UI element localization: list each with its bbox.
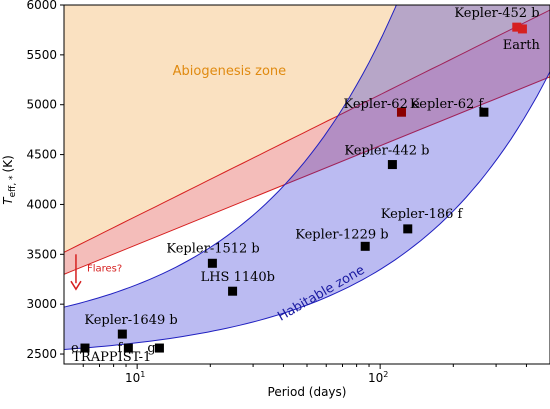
y-axis-label-subscript: eff, *	[8, 175, 18, 197]
point-lhs-1140b	[228, 286, 238, 296]
y-axis-label: Teff, * (K)	[1, 155, 18, 205]
y-axis-label-symbol: T	[1, 196, 15, 205]
y-tick-label: 2500	[26, 347, 57, 361]
point-kepler-1512-b	[207, 258, 217, 268]
point-e	[80, 343, 90, 353]
y-tick-label: 3000	[26, 297, 57, 311]
group-label-trappist-1: TRAPPIST-1	[72, 350, 151, 365]
point-kepler-1229-b	[360, 241, 370, 251]
habitable-zone-region	[64, 5, 550, 351]
flares-arrowhead	[70, 280, 82, 291]
label-kepler-1229-b: Kepler-1229 b	[295, 227, 388, 242]
label-kepler-62-f: Kepler-62 f	[410, 97, 485, 112]
abiogenesis-zone-region	[64, 5, 550, 253]
label-kepler-62-e: Kepler-62 e	[343, 97, 420, 112]
y-tick-label: 3500	[26, 247, 57, 261]
label-e: e	[71, 341, 79, 356]
flares-label: Flares?	[87, 263, 122, 274]
red-band-region	[64, 9, 550, 275]
label-f: f	[117, 341, 123, 356]
point-kepler-452-b	[517, 24, 527, 34]
x-tick-label: 102	[368, 370, 388, 385]
x-tick-exponent: 2	[383, 370, 388, 379]
label-g: g	[147, 341, 155, 356]
x-tick-label: 101	[125, 370, 145, 385]
label-kepler-186-f: Kepler-186 f	[381, 207, 464, 222]
x-axis-label: Period (days)	[268, 385, 347, 399]
label-kepler-1649-b: Kepler-1649 b	[84, 313, 177, 328]
point-kepler-62-f	[479, 107, 489, 117]
label-kepler-452-b: Kepler-452 b	[454, 6, 539, 21]
point-kepler-442-b	[387, 160, 397, 170]
point-g	[154, 343, 164, 353]
label-earth: Earth	[503, 38, 541, 53]
point-kepler-186-f	[403, 224, 413, 234]
x-tick-exponent: 1	[140, 370, 145, 379]
label-lhs-1140b: LHS 1140b	[201, 270, 275, 285]
point-f	[123, 343, 133, 353]
point-kepler-1649-b	[117, 329, 127, 339]
y-tick-label: 5000	[26, 98, 57, 112]
abiogenesis-zone-label: Abiogenesis zone	[173, 64, 287, 79]
label-kepler-1512-b: Kepler-1512 b	[166, 241, 259, 256]
point-kepler-62-e	[396, 107, 406, 117]
y-tick-label: 4500	[26, 148, 57, 162]
label-kepler-442-b: Kepler-442 b	[344, 144, 429, 159]
y-axis-label-unit: (K)	[1, 155, 15, 172]
y-tick-label: 5500	[26, 48, 57, 62]
y-tick-label: 4000	[26, 197, 57, 211]
point-earth	[512, 22, 522, 32]
y-tick-label: 6000	[26, 0, 57, 12]
axes: 2500 3000 3500 4000 4500 5000 5500 6000 101 102	[26, 0, 527, 385]
